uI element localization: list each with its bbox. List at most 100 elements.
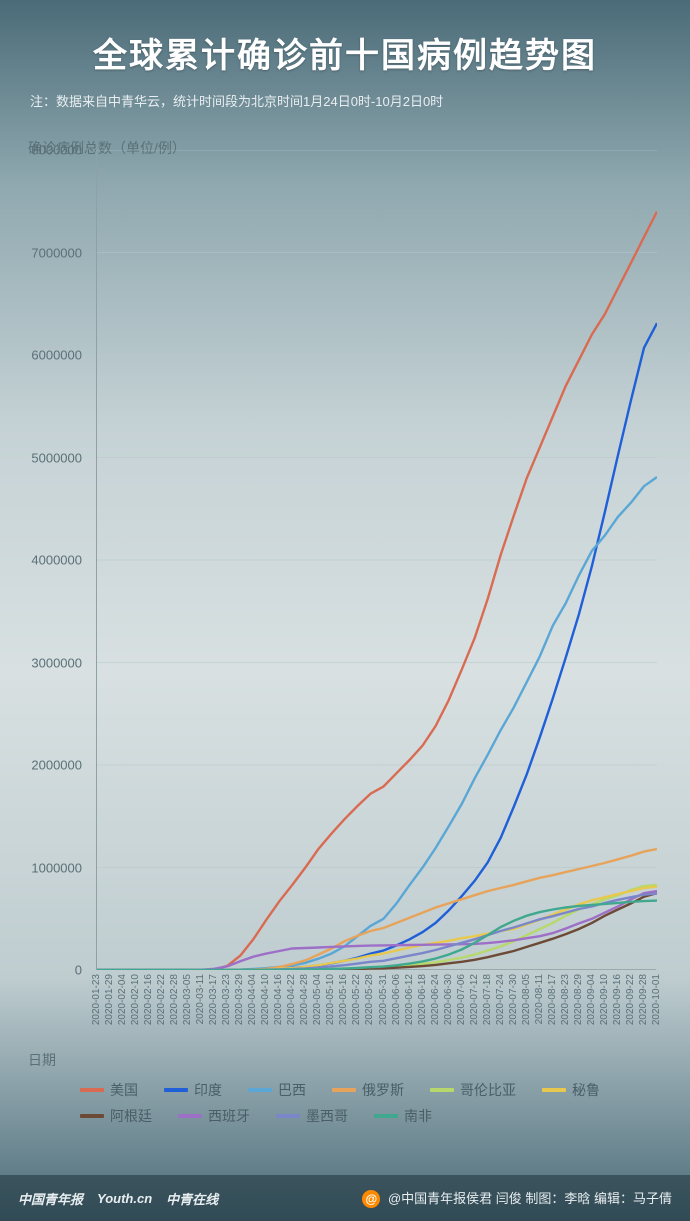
- x-tick: 2020-09-16: [612, 974, 623, 1025]
- x-tick: 2020-05-31: [378, 974, 389, 1025]
- legend-label: 秘鲁: [572, 1080, 600, 1100]
- x-tick: 2020-07-24: [495, 974, 506, 1025]
- legend-item: 南非: [374, 1106, 432, 1126]
- y-tick: 8000000: [31, 143, 82, 158]
- x-tick: 2020-03-11: [195, 974, 206, 1024]
- y-tick: 4000000: [31, 553, 82, 568]
- footer-brands: 中国青年报 Youth.cn 中青在线: [18, 1189, 218, 1208]
- legend-swatch: [276, 1114, 300, 1118]
- x-tick: 2020-05-10: [325, 974, 336, 1025]
- x-axis-label: 日期: [28, 1050, 56, 1070]
- footer-credit: @ @中国青年报侯君 闫俊 制图：李晗 编辑：马子倩: [362, 1188, 672, 1208]
- legend-swatch: [374, 1114, 398, 1118]
- legend-item: 美国: [80, 1080, 138, 1100]
- x-tick: 2020-04-16: [273, 974, 284, 1025]
- x-tick: 2020-06-18: [417, 974, 428, 1025]
- legend-item: 墨西哥: [276, 1106, 348, 1126]
- x-tick: 2020-09-10: [599, 974, 610, 1025]
- y-tick: 1000000: [31, 860, 82, 875]
- legend-item: 哥伦比亚: [430, 1080, 516, 1100]
- legend-swatch: [80, 1088, 104, 1092]
- x-tick: 2020-01-23: [91, 974, 102, 1025]
- x-tick: 2020-07-06: [456, 974, 467, 1025]
- legend-item: 秘鲁: [542, 1080, 600, 1100]
- x-tick: 2020-09-28: [638, 974, 649, 1025]
- x-tick: 2020-06-24: [430, 974, 441, 1025]
- x-tick: 2020-04-22: [286, 974, 297, 1025]
- legend-swatch: [430, 1088, 454, 1092]
- y-tick: 5000000: [31, 450, 82, 465]
- legend-item: 阿根廷: [80, 1106, 152, 1126]
- x-tick: 2020-03-05: [182, 974, 193, 1025]
- header: 全球累计确诊前十国病例趋势图 注：数据来自中青华云，统计时间段为北京时间1月24…: [0, 0, 690, 120]
- legend-label: 美国: [110, 1080, 138, 1100]
- page-title: 全球累计确诊前十国病例趋势图: [24, 28, 666, 77]
- gridlines: [97, 150, 657, 970]
- series-印度: [97, 323, 657, 970]
- legend-item: 印度: [164, 1080, 222, 1100]
- legend-swatch: [164, 1088, 188, 1092]
- x-tick: 2020-09-22: [625, 974, 636, 1025]
- legend-item: 俄罗斯: [332, 1080, 404, 1100]
- series-group: [97, 212, 657, 971]
- x-tick: 2020-02-28: [169, 974, 180, 1025]
- x-tick: 2020-05-04: [312, 974, 323, 1025]
- legend-label: 墨西哥: [306, 1106, 348, 1126]
- legend-label: 印度: [194, 1080, 222, 1100]
- series-巴西: [97, 477, 657, 970]
- legend-label: 哥伦比亚: [460, 1080, 516, 1100]
- x-tick: 2020-05-22: [351, 974, 362, 1025]
- legend-swatch: [542, 1088, 566, 1092]
- legend-swatch: [332, 1088, 356, 1092]
- x-tick: 2020-09-04: [586, 974, 597, 1025]
- brand-1: 中国青年报: [18, 1189, 83, 1208]
- chart-svg: [97, 150, 657, 970]
- x-tick: 2020-07-18: [482, 974, 493, 1025]
- x-tick: 2020-01-29: [104, 974, 115, 1025]
- page-root: 全球累计确诊前十国病例趋势图 注：数据来自中青华云，统计时间段为北京时间1月24…: [0, 0, 690, 1221]
- weibo-icon: @: [362, 1190, 380, 1208]
- legend: 美国 印度 巴西 俄罗斯 哥伦比亚 秘鲁阿根廷 西班牙 墨西哥 南非: [80, 1080, 640, 1126]
- series-美国: [97, 212, 657, 971]
- x-tick: 2020-02-10: [130, 974, 141, 1025]
- brand-3: 中青在线: [166, 1189, 218, 1208]
- x-tick: 2020-02-04: [117, 974, 128, 1025]
- x-tick: 2020-02-16: [143, 974, 154, 1025]
- x-tick: 2020-10-01: [651, 974, 662, 1025]
- y-tick: 7000000: [31, 245, 82, 260]
- x-tick: 2020-06-30: [443, 974, 454, 1025]
- x-tick: 2020-08-23: [560, 974, 571, 1025]
- x-tick: 2020-05-28: [364, 974, 375, 1025]
- brand-2: Youth.cn: [97, 1191, 152, 1206]
- x-ticks: 2020-01-232020-01-292020-02-042020-02-10…: [96, 974, 656, 1044]
- y-tick: 3000000: [31, 655, 82, 670]
- x-tick: 2020-08-11: [534, 974, 545, 1024]
- x-tick: 2020-08-17: [547, 974, 558, 1025]
- legend-item: 巴西: [248, 1080, 306, 1100]
- x-tick: 2020-07-30: [508, 974, 519, 1025]
- y-tick: 0: [75, 963, 82, 978]
- x-tick: 2020-04-04: [247, 974, 258, 1025]
- credit-text: @中国青年报侯君 闫俊 制图：李晗 编辑：马子倩: [388, 1191, 672, 1206]
- legend-label: 南非: [404, 1106, 432, 1126]
- x-tick: 2020-06-12: [404, 974, 415, 1025]
- x-tick: 2020-04-10: [260, 974, 271, 1025]
- y-ticks: 0100000020000003000000400000050000006000…: [20, 150, 90, 970]
- x-tick: 2020-05-16: [338, 974, 349, 1025]
- legend-swatch: [80, 1114, 104, 1118]
- page-subtitle: 注：数据来自中青华云，统计时间段为北京时间1月24日0时-10月2日0时: [24, 91, 666, 110]
- legend-swatch: [248, 1088, 272, 1092]
- legend-label: 阿根廷: [110, 1106, 152, 1126]
- legend-swatch: [178, 1114, 202, 1118]
- legend-label: 巴西: [278, 1080, 306, 1100]
- y-tick: 6000000: [31, 348, 82, 363]
- x-tick: 2020-08-05: [521, 974, 532, 1025]
- x-tick: 2020-03-17: [208, 974, 219, 1025]
- plot-area: [96, 150, 656, 970]
- y-tick: 2000000: [31, 758, 82, 773]
- series-哥伦比亚: [97, 885, 657, 970]
- x-tick: 2020-06-06: [391, 974, 402, 1025]
- x-tick: 2020-03-23: [221, 974, 232, 1025]
- legend-label: 西班牙: [208, 1106, 250, 1126]
- x-tick: 2020-07-12: [469, 974, 480, 1025]
